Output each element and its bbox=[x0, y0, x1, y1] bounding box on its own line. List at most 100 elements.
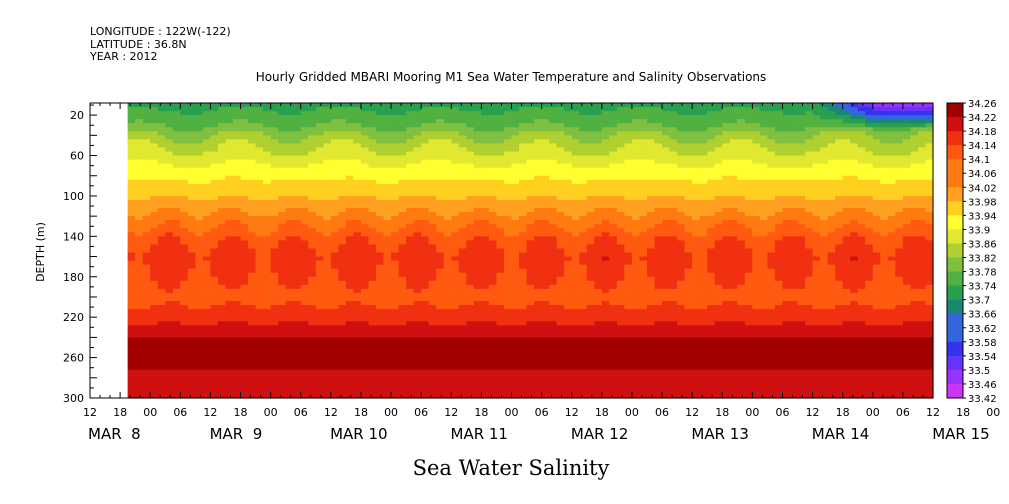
heat-cell-3502 bbox=[481, 389, 490, 395]
heat-cell-88 bbox=[135, 163, 144, 169]
heat-cell-3894 bbox=[526, 204, 535, 209]
heat-cell-3771 bbox=[511, 296, 520, 302]
heat-cell-1340 bbox=[263, 208, 272, 213]
heat-cell-865 bbox=[210, 353, 219, 359]
heat-cell-2413 bbox=[376, 119, 385, 124]
heat-cell-217 bbox=[142, 389, 151, 395]
heat-cell-1974 bbox=[330, 115, 339, 120]
heat-cell-4944 bbox=[631, 317, 641, 322]
heat-cell-4892 bbox=[631, 107, 641, 112]
heat-cell-4096 bbox=[549, 135, 558, 140]
heat-cell-2020 bbox=[330, 301, 339, 306]
heat-cell-3370 bbox=[473, 151, 482, 157]
heat-cell-614 bbox=[187, 224, 196, 229]
heat-cell-3159 bbox=[451, 183, 460, 189]
heat-cell-817 bbox=[210, 159, 219, 165]
heat-cell-2553 bbox=[383, 389, 392, 395]
heat-cell-685 bbox=[195, 216, 204, 221]
heat-cell-3877 bbox=[526, 135, 535, 140]
heat-cell-4075 bbox=[541, 345, 550, 351]
heat-cell-2077 bbox=[338, 236, 347, 241]
heat-cell-1081 bbox=[233, 341, 242, 347]
heat-cell-3317 bbox=[466, 232, 475, 237]
heat-cell-650 bbox=[187, 369, 196, 375]
heat-cell-2825 bbox=[413, 309, 422, 314]
heat-cell-3568 bbox=[488, 361, 498, 367]
heat-cell-3977 bbox=[534, 244, 543, 250]
heat-cell-962 bbox=[225, 155, 234, 161]
heat-cell-3321 bbox=[466, 248, 475, 254]
heat-cell-190 bbox=[142, 280, 151, 286]
heat-cell-4558 bbox=[594, 232, 603, 237]
heat-cell-2967 bbox=[428, 292, 437, 298]
heat-cell-3320 bbox=[466, 244, 475, 250]
heat-cell-4297 bbox=[564, 357, 573, 363]
heat-cell-4574 bbox=[594, 296, 603, 302]
heat-cell-482 bbox=[172, 280, 181, 286]
heat-cell-4162 bbox=[556, 107, 565, 112]
heat-cell-1758 bbox=[308, 127, 317, 132]
heat-cell-3372 bbox=[473, 159, 482, 165]
heat-cell-1912 bbox=[323, 159, 332, 165]
heat-cell-4008 bbox=[534, 369, 543, 375]
heat-cell-2662 bbox=[398, 240, 407, 246]
heat-cell-1972 bbox=[330, 107, 339, 112]
heat-cell-1783 bbox=[308, 228, 317, 233]
heat-cell-3195 bbox=[451, 329, 460, 334]
heat-cell-4106 bbox=[549, 175, 558, 181]
heat-cell-3863 bbox=[519, 373, 528, 379]
heat-cell-2163 bbox=[345, 288, 355, 294]
heat-cell-4119 bbox=[549, 228, 558, 233]
heat-cell-1599 bbox=[285, 369, 294, 375]
heat-cell-49 bbox=[127, 301, 136, 306]
heat-cell-492 bbox=[172, 321, 181, 326]
heat-cell-2681 bbox=[398, 317, 407, 322]
heat-cell-3262 bbox=[458, 305, 467, 310]
heat-cell-3519 bbox=[488, 163, 498, 169]
heat-cell-660 bbox=[195, 115, 204, 120]
heat-cell-1024 bbox=[233, 111, 242, 116]
heat-cell-1601 bbox=[285, 377, 294, 383]
heat-cell-3474 bbox=[481, 276, 490, 282]
heat-cell-3472 bbox=[481, 268, 490, 274]
heat-cell-3380 bbox=[473, 191, 482, 197]
heat-cell-3103 bbox=[443, 252, 452, 258]
heat-cell-1561 bbox=[285, 216, 294, 221]
heat-cell-4300 bbox=[564, 369, 573, 375]
heat-cell-1383 bbox=[263, 381, 272, 387]
heat-cell-1540 bbox=[285, 131, 294, 136]
heat-cell-1958 bbox=[323, 345, 332, 351]
heat-cell-4693 bbox=[609, 187, 618, 193]
heat-cell-780 bbox=[202, 305, 212, 310]
heat-cell-1736 bbox=[300, 333, 309, 338]
heat-cell-1401 bbox=[270, 159, 279, 165]
heat-cell-4434 bbox=[579, 321, 588, 326]
heat-cell-3789 bbox=[511, 369, 520, 375]
heat-cell-2920 bbox=[428, 103, 437, 108]
heat-cell-10 bbox=[127, 143, 136, 149]
heat-cell-1238 bbox=[248, 385, 257, 391]
heat-cell-4928 bbox=[631, 252, 641, 258]
heat-cell-1553 bbox=[285, 183, 294, 189]
heat-cell-3968 bbox=[534, 208, 543, 213]
heat-cell-4481 bbox=[586, 216, 595, 221]
heat-cell-265 bbox=[150, 288, 159, 294]
heat-cell-2315 bbox=[360, 313, 370, 318]
heat-cell-1607 bbox=[293, 107, 302, 112]
heat-cell-2135 bbox=[345, 175, 355, 181]
heat-cell-4126 bbox=[549, 256, 558, 262]
heat-cell-435 bbox=[165, 385, 174, 391]
heat-cell-100 bbox=[135, 212, 144, 217]
heat-cell-2931 bbox=[428, 147, 437, 153]
heat-cell-2148 bbox=[345, 228, 355, 233]
heat-cell-1663 bbox=[293, 333, 302, 338]
heat-cell-388 bbox=[165, 195, 174, 201]
heat-cell-1838 bbox=[315, 155, 324, 161]
heat-cell-2841 bbox=[413, 373, 422, 379]
heat-cell-935 bbox=[217, 341, 227, 347]
heat-cell-507 bbox=[172, 381, 181, 387]
heat-cell-2279 bbox=[360, 167, 370, 173]
heat-cell-1671 bbox=[293, 365, 302, 371]
heat-cell-1375 bbox=[263, 349, 272, 355]
heat-cell-874 bbox=[210, 389, 219, 395]
